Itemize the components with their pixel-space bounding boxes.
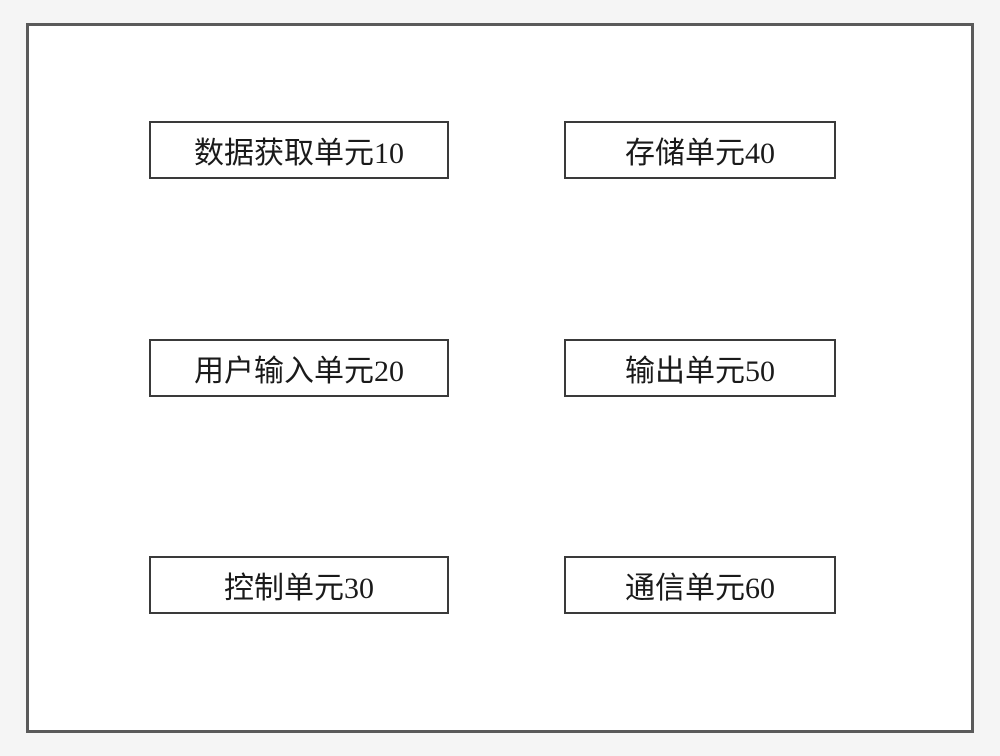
output-unit-label: 输出单元50 — [625, 346, 775, 390]
control-unit-label: 控制单元30 — [224, 563, 374, 607]
storage-unit-label: 存储单元40 — [625, 128, 775, 172]
storage-unit-box: 存储单元40 — [564, 121, 836, 179]
control-unit-box: 控制单元30 — [149, 556, 449, 614]
data-acquisition-unit-label: 数据获取单元10 — [194, 128, 404, 172]
communication-unit-box: 通信单元60 — [564, 556, 836, 614]
user-input-unit-label: 用户输入单元20 — [194, 346, 404, 390]
diagram-container: 数据获取单元10 存储单元40 用户输入单元20 输出单元50 控制单元30 通信单元60 — [26, 23, 974, 733]
user-input-unit-box: 用户输入单元20 — [149, 339, 449, 397]
communication-unit-label: 通信单元60 — [625, 563, 775, 607]
output-unit-box: 输出单元50 — [564, 339, 836, 397]
data-acquisition-unit-box: 数据获取单元10 — [149, 121, 449, 179]
